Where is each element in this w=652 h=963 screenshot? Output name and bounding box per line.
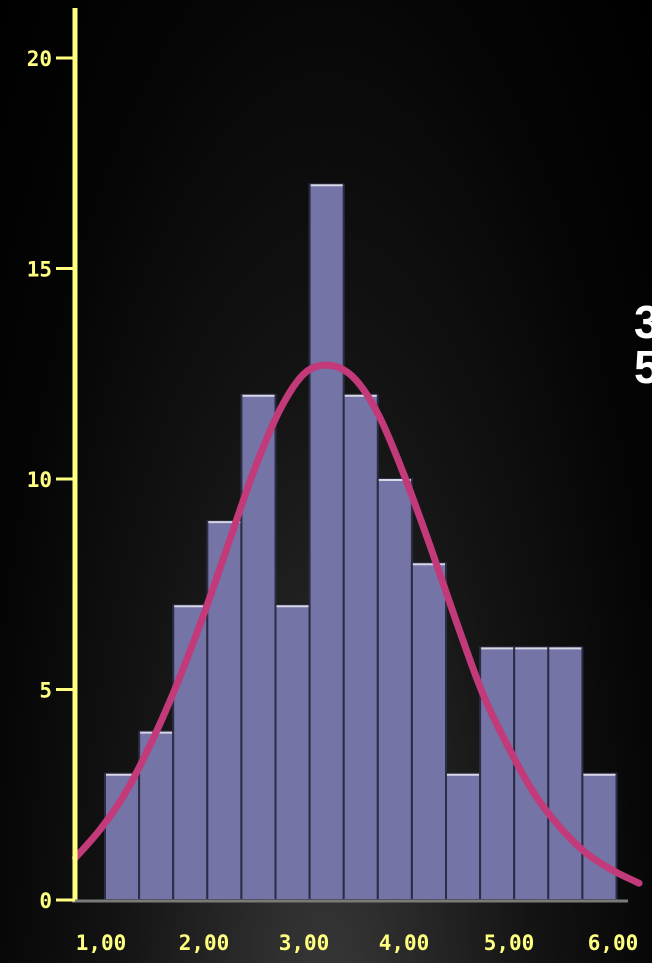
- normal-curve: [71, 361, 643, 887]
- histogram-bar: [206, 520, 243, 901]
- histogram-bar: [274, 604, 311, 901]
- histogram-bar: [376, 478, 413, 901]
- x-tick-label: 1,00: [76, 931, 127, 955]
- histogram-bar: [410, 562, 447, 901]
- histogram-bar: [479, 646, 516, 902]
- x-tick-label: 4,00: [379, 931, 430, 955]
- histogram-bar: [342, 393, 379, 901]
- x-tick-label: 6,00: [588, 931, 639, 955]
- side-text-line-2: 5: [634, 341, 652, 393]
- axes: [56, 8, 628, 903]
- tick-labels: 0 5 10 15 20 1,00 2,00 3,00 4,00 5,00 6,00: [27, 47, 639, 955]
- y-tick-label: 15: [27, 258, 52, 282]
- side-text-line-1: 3: [634, 296, 652, 348]
- x-tick-label: 2,00: [179, 931, 230, 955]
- y-tick-label: 20: [27, 47, 52, 71]
- x-tick-label: 3,00: [279, 931, 330, 955]
- histogram-bars: [104, 183, 618, 902]
- histogram-bar: [240, 393, 277, 901]
- x-tick-label: 5,00: [484, 931, 535, 955]
- y-tick-label: 0: [39, 889, 52, 913]
- histogram-bar: [581, 772, 618, 902]
- histogram-bar: [445, 772, 482, 902]
- histogram-bar: [308, 183, 345, 902]
- side-text: 3 5: [634, 296, 652, 393]
- y-tick-label: 10: [27, 468, 52, 492]
- normal-curve-layer: [71, 361, 643, 887]
- histogram-bar: [547, 646, 584, 902]
- y-tick-label: 5: [39, 679, 52, 703]
